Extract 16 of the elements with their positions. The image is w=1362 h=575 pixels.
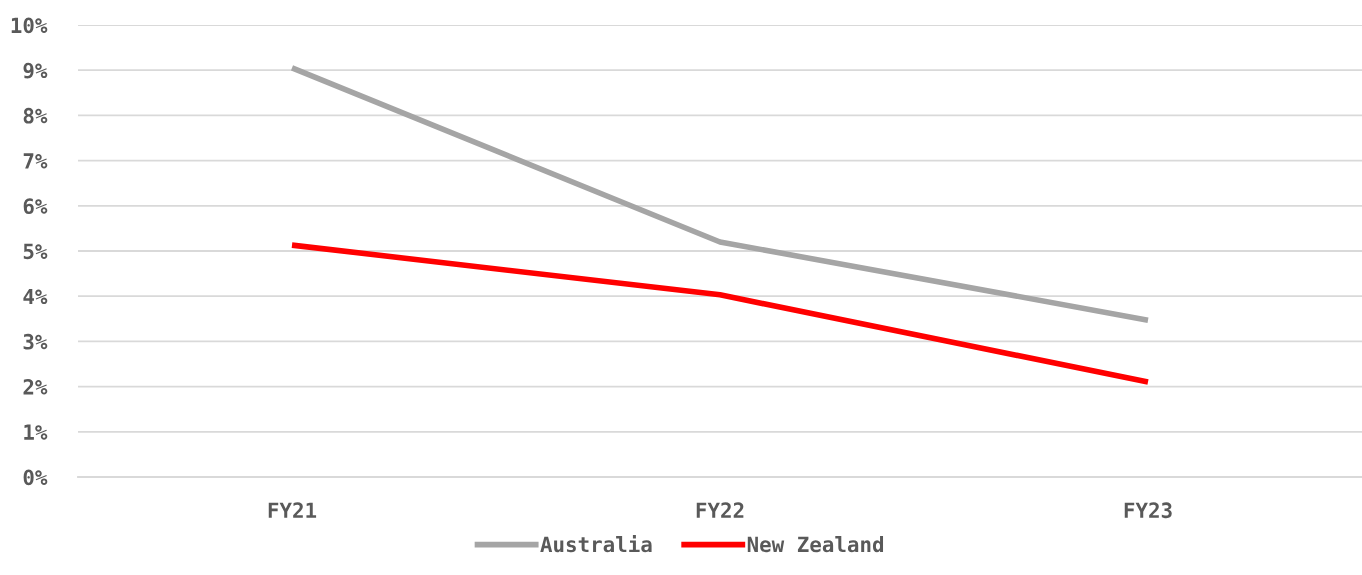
legend-label: New Zealand [747,536,884,553]
y-tick-label: 6% [23,198,48,215]
x-tick-label: FY23 [1124,502,1172,519]
y-tick-label: 7% [23,153,48,169]
x-tick-label: FY22 [696,502,744,518]
x-tick-label: FY21 [268,502,317,518]
y-tick-label: 8% [23,107,48,124]
y-tick-label: 1% [24,424,48,440]
y-tick-label: 3% [23,333,48,350]
y-tick-label: 10% [11,17,48,34]
y-tick-label: 0% [23,469,48,486]
y-tick-label: 2% [23,379,48,395]
legend-label: Australia [540,534,652,553]
y-tick-label: 5% [23,243,48,260]
y-tick-label: 4% [23,288,48,305]
y-tick-label: 9% [23,62,48,79]
